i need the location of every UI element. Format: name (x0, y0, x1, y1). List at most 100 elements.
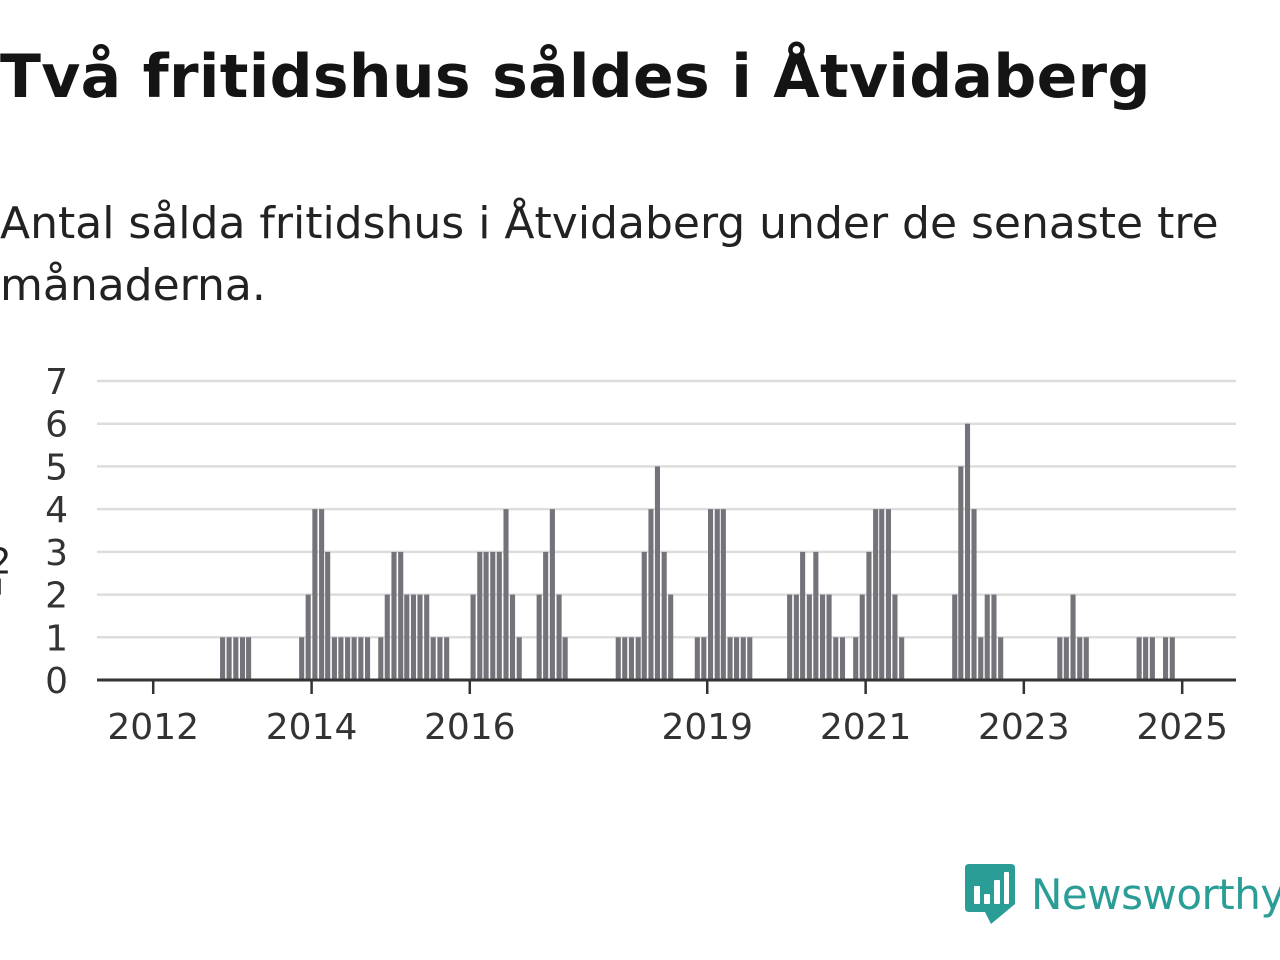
chart-title: Två fritidshus såldes i Åtvidaberg (0, 42, 1151, 112)
bar (490, 551, 496, 680)
annotations: 2 (0, 542, 11, 595)
bar (430, 637, 436, 680)
bar (233, 637, 239, 680)
bar (496, 551, 502, 680)
x-tick-label: 2019 (661, 707, 753, 748)
x-tick-label: 2025 (1136, 707, 1228, 748)
bar (1057, 637, 1063, 680)
bar (1149, 637, 1155, 680)
bar (410, 594, 417, 680)
bar (892, 594, 898, 680)
x-axis-ticks: 2012 2014 2016 2019 2021 2023 2025 (97, 678, 1236, 748)
bar (971, 509, 977, 680)
bar (661, 551, 667, 680)
bar (984, 594, 990, 680)
bar (800, 551, 806, 680)
bar (820, 594, 826, 680)
x-tick-label: 2023 (978, 707, 1070, 748)
bar (873, 509, 879, 680)
bar (1163, 637, 1169, 680)
bar (1063, 637, 1069, 680)
bar (299, 637, 305, 680)
bar (998, 637, 1004, 680)
bar (734, 637, 740, 680)
y-tick-label: 1 (45, 618, 68, 659)
bar (694, 637, 700, 680)
y-tick-label: 0 (45, 661, 68, 702)
data-label: 2 (0, 542, 11, 583)
bar (720, 509, 726, 680)
bar (964, 423, 971, 680)
bar (470, 594, 476, 680)
bar (220, 637, 226, 680)
bar (437, 637, 443, 680)
bar (991, 594, 997, 680)
bar (378, 637, 384, 680)
bar (365, 637, 371, 680)
bar (331, 637, 337, 680)
bar (787, 594, 793, 680)
y-tick-label: 3 (45, 533, 68, 574)
bar (714, 509, 720, 680)
y-tick-label: 6 (45, 405, 68, 446)
bar (226, 637, 232, 680)
y-tick-label: 7 (45, 362, 68, 403)
bar (562, 637, 568, 680)
y-tick-label: 4 (45, 490, 68, 531)
bar (384, 594, 390, 680)
bar (833, 637, 839, 680)
bar (654, 466, 661, 680)
x-tick-label: 2016 (424, 707, 516, 748)
gridlines (97, 379, 1236, 639)
bar (615, 637, 621, 680)
newsworthy-logo-icon (965, 864, 1015, 924)
bar (1143, 637, 1149, 680)
x-tick-label: 2012 (107, 707, 199, 748)
bar (503, 509, 509, 680)
bar (358, 637, 364, 680)
bar (516, 637, 522, 680)
bar (622, 637, 628, 680)
bar (740, 637, 746, 680)
bar (1136, 637, 1142, 680)
bar (319, 509, 325, 680)
bar (325, 551, 331, 680)
bar (312, 509, 318, 680)
y-tick-label: 5 (45, 447, 68, 488)
bar-series (220, 423, 1175, 680)
bar (246, 637, 252, 680)
bar (668, 594, 674, 680)
bar (305, 594, 311, 680)
x-tick-label: 2014 (266, 707, 358, 748)
brand-name: Newsworthy (1031, 869, 1280, 919)
bar (839, 637, 846, 680)
bar (424, 594, 430, 680)
bar (1070, 594, 1076, 680)
bar (391, 551, 397, 680)
bar (701, 637, 707, 680)
bar (338, 637, 344, 680)
bar (853, 637, 859, 680)
bar (952, 594, 958, 680)
bar (1169, 637, 1175, 680)
bar (866, 551, 872, 680)
bar (345, 637, 351, 680)
bar (398, 551, 404, 680)
bar (509, 594, 516, 680)
bar (417, 594, 423, 680)
bar (635, 637, 641, 680)
bar (879, 509, 885, 680)
bar (958, 466, 964, 680)
bar (483, 551, 489, 680)
y-tick-label: 2 (45, 576, 68, 617)
bar (351, 637, 357, 680)
bar (477, 551, 483, 680)
bar (628, 637, 635, 680)
bar (899, 637, 905, 680)
bar (404, 594, 410, 680)
bar (556, 594, 562, 680)
bar (641, 551, 647, 680)
bar (444, 637, 450, 680)
